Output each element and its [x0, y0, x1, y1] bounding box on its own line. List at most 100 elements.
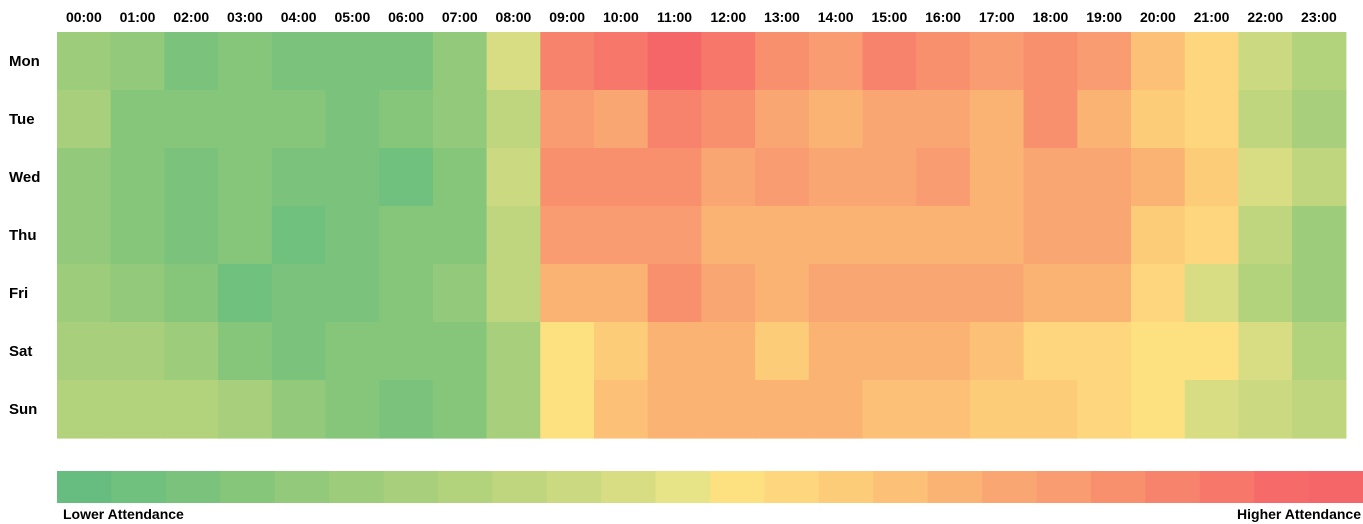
heatmap-cell [701, 322, 756, 381]
hour-label: 10:00 [603, 9, 639, 25]
heatmap-cell [540, 90, 595, 149]
heatmap-cell [432, 322, 488, 381]
heatmap-cell [218, 32, 273, 91]
heatmap-cell [486, 322, 541, 381]
heatmap-cell [164, 380, 219, 439]
heatmap-cell [647, 380, 702, 439]
heatmap-cell [432, 148, 488, 207]
heatmap-cell [594, 32, 649, 91]
heatmap-cell [1238, 380, 1293, 439]
heatmap-cell [1131, 322, 1186, 381]
heatmap-cell [808, 90, 864, 149]
heatmap-cell [540, 380, 595, 439]
heatmap-cell [1238, 90, 1293, 149]
day-label: Wed [9, 169, 40, 186]
heatmap-cell [379, 264, 434, 323]
day-label: Fri [9, 285, 28, 302]
heatmap-cell [110, 32, 165, 91]
legend-swatch [1036, 471, 1092, 503]
heatmap-cell [1077, 148, 1132, 207]
heatmap-cell [862, 322, 917, 381]
heatmap-cell [1184, 206, 1239, 265]
legend-swatch [546, 471, 602, 503]
heatmap-cell [862, 90, 917, 149]
legend-swatch [1199, 471, 1255, 503]
heatmap-cell [432, 206, 488, 265]
heatmap-cell [969, 148, 1025, 207]
legend-swatch [383, 471, 439, 503]
heatmap-cell [218, 380, 273, 439]
hour-label: 17:00 [979, 9, 1015, 25]
heatmap-cell [647, 32, 702, 91]
heatmap-cell [271, 90, 327, 149]
heatmap-cell [164, 264, 219, 323]
heatmap-cell [325, 90, 380, 149]
heatmap-cells [57, 32, 1347, 439]
heatmap-cell [594, 206, 649, 265]
heatmap-cell [1184, 380, 1239, 439]
heatmap-cell [755, 206, 810, 265]
heatmap-cell [808, 32, 864, 91]
hour-label: 16:00 [925, 9, 961, 25]
day-label: Sat [9, 343, 32, 360]
heatmap-cell [110, 380, 165, 439]
heatmap-cell [57, 322, 112, 381]
heatmap-cell [1023, 322, 1078, 381]
hour-label: 08:00 [496, 9, 532, 25]
heatmap-cell [862, 264, 917, 323]
legend-swatch [601, 471, 657, 503]
heatmap-cell [379, 32, 434, 91]
heatmap-cell [57, 90, 112, 149]
legend-swatch [873, 471, 929, 503]
hour-label: 02:00 [173, 9, 209, 25]
heatmap-cell [540, 148, 595, 207]
heatmap-cell [701, 264, 756, 323]
heatmap-cell [969, 206, 1025, 265]
heatmap-cell [379, 322, 434, 381]
heatmap-cell [218, 148, 273, 207]
hour-axis-labels: 00:00 01:00 02:00 03:00 04:00 05:00 06:00 07:00… [66, 9, 1337, 25]
heatmap-cell [594, 148, 649, 207]
heatmap-cell [969, 32, 1025, 91]
heatmap-cell [755, 32, 810, 91]
heatmap-cell [379, 148, 434, 207]
heatmap-cell [808, 380, 864, 439]
heatmap-cell [1077, 264, 1132, 323]
heatmap-cell [1238, 206, 1293, 265]
heatmap-cell [271, 322, 327, 381]
heatmap-cell [486, 90, 541, 149]
heatmap-cell [486, 148, 541, 207]
heatmap-cell [271, 32, 327, 91]
heatmap-cell [647, 148, 702, 207]
heatmap-cell [540, 206, 595, 265]
heatmap-cell [1023, 206, 1078, 265]
heatmap-cell [594, 322, 649, 381]
heatmap-cell [1292, 148, 1347, 207]
heatmap-cell [486, 380, 541, 439]
heatmap-cell [57, 380, 112, 439]
day-label: Mon [9, 53, 40, 70]
heatmap-cell [271, 148, 327, 207]
heatmap-cell [1023, 264, 1078, 323]
heatmap-cell [218, 206, 273, 265]
hour-label: 13:00 [764, 9, 800, 25]
hour-label: 14:00 [818, 9, 854, 25]
heatmap-cell [916, 264, 971, 323]
heatmap-cell [110, 206, 165, 265]
heatmap-cell [164, 32, 219, 91]
hour-label: 11:00 [657, 9, 692, 25]
heatmap-cell [647, 206, 702, 265]
heatmap-cell [862, 32, 917, 91]
legend-swatch [1090, 471, 1146, 503]
heatmap-cell [1131, 90, 1186, 149]
heatmap-cell [57, 206, 112, 265]
heatmap-cell [218, 322, 273, 381]
heatmap-cell [218, 264, 273, 323]
heatmap-cell [1023, 90, 1078, 149]
heatmap-cell [325, 322, 380, 381]
heatmap-cell [647, 322, 702, 381]
day-label: Sun [9, 401, 37, 418]
heatmap-cell [755, 90, 810, 149]
heatmap-cell [916, 148, 971, 207]
